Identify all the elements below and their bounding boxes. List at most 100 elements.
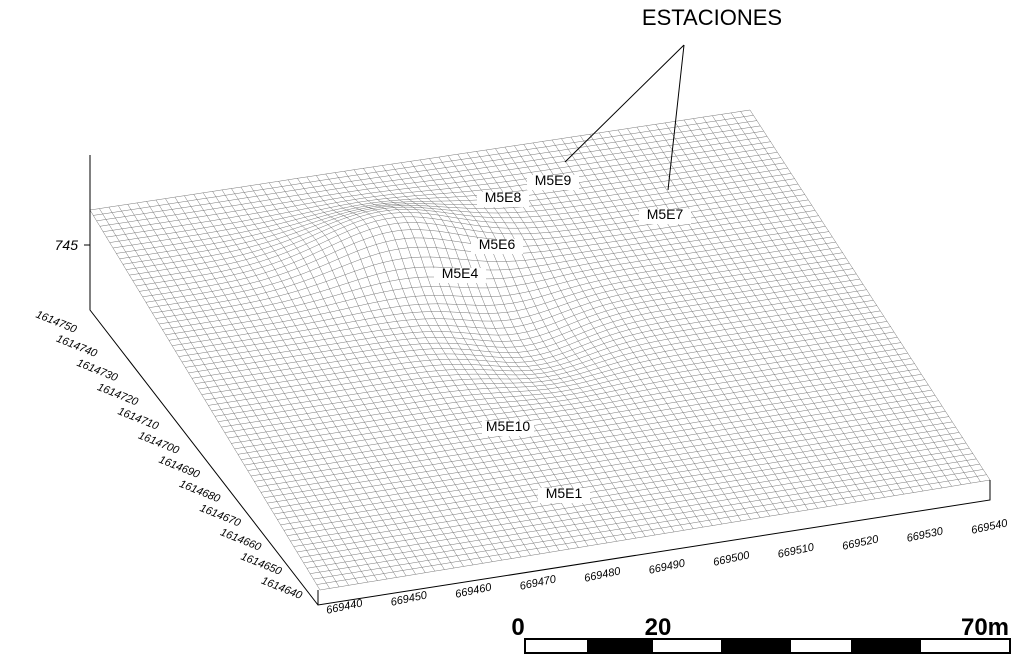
y-tick-label: 1614680 bbox=[178, 478, 223, 505]
scale-segment bbox=[919, 638, 1011, 654]
mesh-line bbox=[267, 395, 936, 504]
mesh-line bbox=[561, 138, 799, 512]
mesh-line bbox=[297, 178, 531, 556]
mesh-line bbox=[570, 136, 809, 511]
mesh-line bbox=[627, 128, 866, 501]
y-tick-label: 1614690 bbox=[157, 454, 202, 481]
scale-label: 20 bbox=[645, 614, 672, 641]
mesh-line bbox=[495, 148, 732, 523]
mesh-line bbox=[664, 122, 905, 495]
station-label-bg bbox=[482, 421, 534, 436]
y-tick-label: 1614700 bbox=[137, 430, 182, 457]
mesh-line bbox=[316, 175, 550, 553]
mesh-line bbox=[438, 156, 675, 533]
mesh-line bbox=[306, 458, 977, 569]
y-tick-label: 1614750 bbox=[34, 309, 79, 336]
mesh-line bbox=[181, 257, 847, 363]
station-label-bg bbox=[434, 268, 486, 283]
mesh-line bbox=[523, 144, 761, 518]
mesh-line bbox=[260, 384, 929, 493]
leader-line bbox=[564, 44, 685, 163]
mesh-line bbox=[155, 215, 819, 319]
mesh-line bbox=[234, 342, 901, 450]
mesh-line bbox=[244, 358, 912, 466]
mesh-line bbox=[218, 315, 884, 422]
mesh-line bbox=[224, 326, 891, 433]
station-label-bg bbox=[538, 488, 590, 503]
annotation: ESTACIONES bbox=[642, 5, 782, 30]
mesh-line bbox=[485, 149, 723, 525]
y-tick-label: 1614650 bbox=[239, 551, 284, 578]
mesh-line bbox=[277, 411, 946, 520]
scale-segment bbox=[524, 638, 589, 654]
x-tick-label: 669520 bbox=[841, 533, 880, 553]
mesh-line bbox=[273, 405, 943, 515]
mesh-line bbox=[257, 379, 925, 488]
station-label-bg bbox=[477, 192, 529, 207]
station-label: M5E10 bbox=[486, 418, 531, 434]
scale-bar bbox=[524, 638, 1011, 654]
mesh-line bbox=[504, 146, 742, 522]
x-tick-label: 669530 bbox=[906, 525, 945, 545]
mesh-line bbox=[283, 421, 953, 531]
mesh-line bbox=[129, 173, 792, 276]
mesh-line bbox=[264, 389, 932, 498]
mesh-line bbox=[514, 145, 751, 520]
mesh-line bbox=[211, 305, 877, 412]
mesh-line bbox=[598, 132, 838, 506]
station-label: M5E8 bbox=[485, 189, 522, 205]
wireframe-surface bbox=[89, 109, 991, 591]
scale-segment bbox=[851, 638, 921, 654]
mesh-line bbox=[313, 469, 984, 580]
station-label-bg bbox=[639, 209, 691, 224]
station-label-bg bbox=[471, 239, 523, 254]
mesh-line bbox=[476, 151, 713, 526]
station-label: M5E9 bbox=[535, 172, 572, 188]
scale-label: 0 bbox=[511, 614, 524, 641]
y-tick-label: 1614710 bbox=[116, 405, 161, 432]
scale-segment bbox=[587, 638, 653, 654]
mesh-line bbox=[730, 112, 972, 484]
station-label-bg bbox=[527, 175, 579, 190]
mesh-line bbox=[280, 416, 949, 526]
x-tick-label: 669450 bbox=[390, 589, 429, 609]
station-label: M5E6 bbox=[479, 236, 516, 252]
x-tick-label: 669500 bbox=[712, 549, 751, 569]
mesh-line bbox=[466, 152, 704, 528]
x-tick-label: 669540 bbox=[970, 517, 1009, 537]
mesh-line bbox=[749, 109, 991, 481]
y-tick-label: 1614730 bbox=[75, 357, 120, 384]
mesh-line bbox=[241, 352, 908, 460]
mesh-line bbox=[254, 374, 922, 482]
mesh-line bbox=[290, 432, 960, 542]
mesh-line bbox=[149, 204, 812, 308]
mesh-line bbox=[448, 155, 684, 531]
mesh-line bbox=[532, 142, 771, 517]
mesh-line bbox=[721, 114, 962, 485]
mesh-line bbox=[683, 119, 924, 492]
mesh-line bbox=[231, 337, 898, 444]
mesh-line bbox=[316, 474, 987, 585]
mesh-line bbox=[270, 400, 939, 509]
y-tick-label: 1614670 bbox=[198, 502, 243, 529]
mesh-line bbox=[278, 181, 512, 559]
scale-label: 70m bbox=[961, 614, 1009, 641]
mesh-line bbox=[250, 368, 919, 477]
mesh-line bbox=[740, 111, 981, 482]
mesh-line bbox=[227, 331, 895, 439]
block-frame bbox=[84, 155, 991, 606]
y-tick-label: 1614660 bbox=[219, 526, 264, 553]
station-label: M5E4 bbox=[442, 265, 479, 281]
scale-segment bbox=[721, 638, 791, 654]
z-label: 745 bbox=[55, 237, 79, 253]
mesh-line bbox=[300, 448, 970, 558]
mesh-line bbox=[617, 129, 857, 503]
mesh-line bbox=[608, 131, 847, 504]
mesh-line bbox=[214, 310, 881, 417]
scale-segment bbox=[651, 638, 723, 654]
mesh-line bbox=[310, 463, 980, 574]
mesh-line bbox=[287, 426, 956, 536]
mesh-line bbox=[702, 116, 943, 489]
mesh-line bbox=[551, 139, 790, 514]
